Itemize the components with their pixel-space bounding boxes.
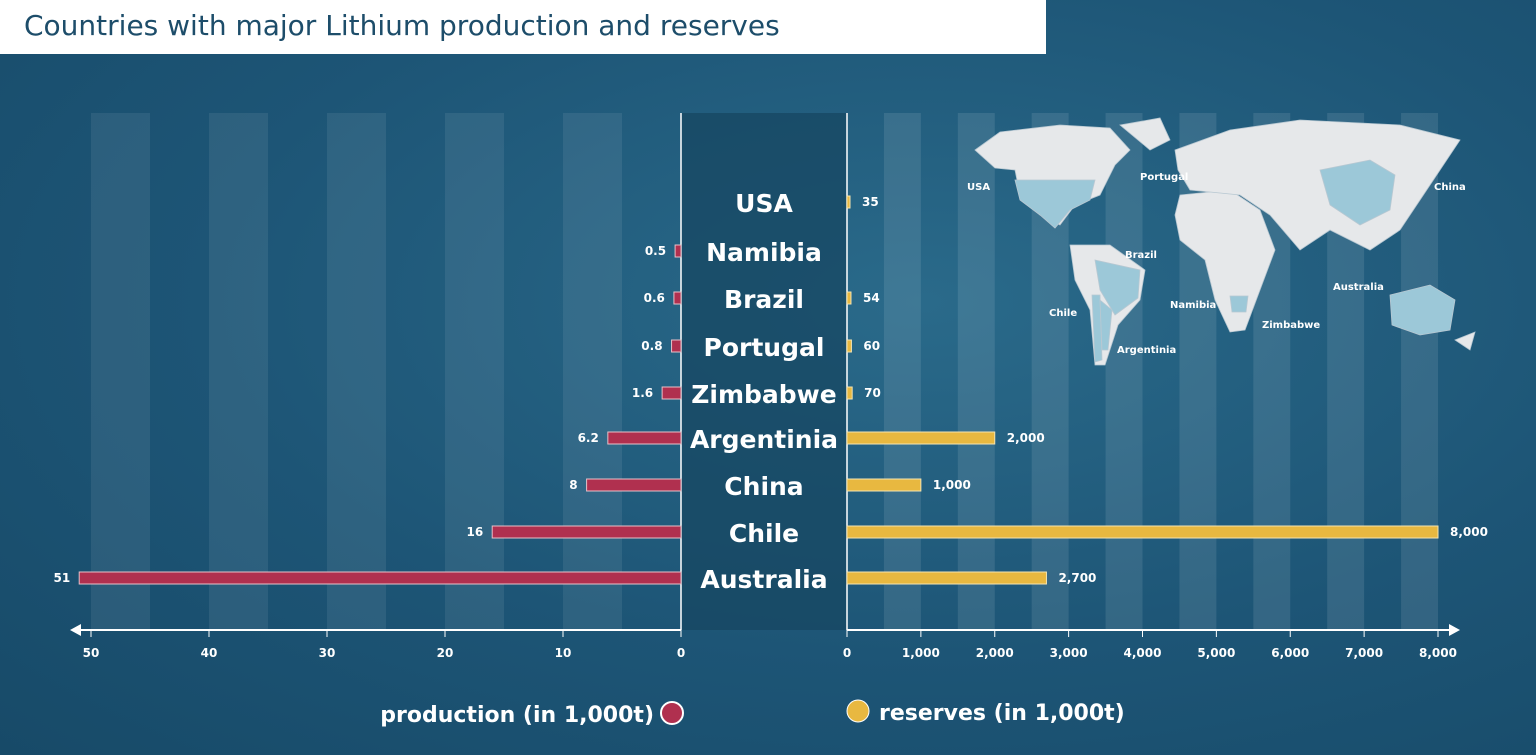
reserves-tick-label: 4,000 <box>1124 646 1162 660</box>
production-label-portugal: 0.8 <box>641 339 662 353</box>
map-label-usa: USA <box>967 182 990 193</box>
production-label-namibia: 0.5 <box>645 244 666 258</box>
map-label-chile: Chile <box>1049 308 1077 319</box>
production-tick-label: 20 <box>437 646 454 660</box>
production-tick-label: 40 <box>201 646 218 660</box>
production-tick-label: 0 <box>677 646 685 660</box>
production-label-brazil: 0.6 <box>644 291 665 305</box>
center-panel <box>681 113 847 630</box>
reserves-bar-portugal <box>846 339 852 353</box>
production-tick-label: 10 <box>555 646 572 660</box>
reserves-tick-label: 7,000 <box>1345 646 1383 660</box>
grid-stripe <box>883 113 921 630</box>
map-label-portugal: Portugal <box>1140 172 1188 183</box>
production-bar-namibia <box>674 244 682 258</box>
reserves-label-argentinia: 2,000 <box>1007 431 1045 445</box>
reserves-bar-chile <box>846 525 1439 539</box>
legend-reserves-marker <box>846 699 870 723</box>
reserves-bar-china <box>846 478 922 492</box>
reserves-tick-label: 1,000 <box>902 646 940 660</box>
map-label-china: China <box>1434 182 1466 193</box>
reserves-label-zimbabwe: 70 <box>864 386 881 400</box>
production-label-australia: 51 <box>53 571 70 585</box>
category-label-usa: USA <box>735 189 793 218</box>
category-label-australia: Australia <box>700 565 827 594</box>
reserves-label-china: 1,000 <box>933 478 971 492</box>
grid-stripe <box>957 113 995 630</box>
production-bar-zimbabwe <box>661 386 682 400</box>
reserves-bar-usa <box>846 195 851 209</box>
grid-stripe <box>1105 113 1143 630</box>
production-bar-argentinia <box>607 431 682 445</box>
category-label-zimbabwe: Zimbabwe <box>691 380 836 409</box>
category-label-chile: Chile <box>729 519 799 548</box>
map-africa <box>1174 189 1276 333</box>
map-new-zealand <box>1454 331 1476 351</box>
production-bar-chile <box>491 525 682 539</box>
grid-stripe <box>445 113 504 630</box>
map-argentina <box>1099 299 1113 351</box>
category-label-brazil: Brazil <box>724 285 804 314</box>
map-label-brazil: Brazil <box>1125 250 1157 261</box>
reserves-bar-brazil <box>846 291 852 305</box>
chart-title: Countries with major Lithium production … <box>24 9 780 42</box>
reserves-label-portugal: 60 <box>863 339 880 353</box>
production-bar-china <box>586 478 682 492</box>
legend-production-marker <box>660 701 684 725</box>
production-tick-label: 50 <box>83 646 100 660</box>
reserves-bar-zimbabwe <box>846 386 853 400</box>
map-chile <box>1091 294 1103 363</box>
category-label-namibia: Namibia <box>706 238 822 267</box>
map-china <box>1319 159 1396 226</box>
grid-stripe <box>563 113 622 630</box>
reserves-bar-australia <box>846 571 1047 585</box>
map-label-zimbabwe: Zimbabwe <box>1262 320 1320 331</box>
map-namibia-zimbabwe <box>1229 295 1249 313</box>
reserves-axis-arrow-icon <box>1449 624 1460 636</box>
map-eurasia <box>1174 119 1461 251</box>
title-box: Countries with major Lithium production … <box>0 0 1046 54</box>
map-brazil <box>1094 259 1141 316</box>
grid-stripe <box>91 113 150 630</box>
reserves-tick-label: 5,000 <box>1197 646 1235 660</box>
production-bar-brazil <box>673 291 682 305</box>
reserves-tick-label: 8,000 <box>1419 646 1457 660</box>
reserves-tick-label: 2,000 <box>976 646 1014 660</box>
category-label-china: China <box>724 472 803 501</box>
map-label-namibia: Namibia <box>1170 300 1216 311</box>
reserves-label-australia: 2,700 <box>1058 571 1096 585</box>
production-tick-label: 30 <box>319 646 336 660</box>
legend-production-label: production (in 1,000t) <box>380 703 654 728</box>
category-label-argentinia: Argentinia <box>690 425 838 454</box>
production-label-chile: 16 <box>466 525 483 539</box>
legend-reserves-label: reserves (in 1,000t) <box>879 701 1125 726</box>
reserves-label-usa: 35 <box>862 195 879 209</box>
production-label-zimbabwe: 1.6 <box>632 386 653 400</box>
reserves-tick-label: 0 <box>843 646 851 660</box>
reserves-label-chile: 8,000 <box>1450 525 1488 539</box>
production-label-china: 8 <box>569 478 577 492</box>
reserves-label-brazil: 54 <box>863 291 880 305</box>
map-usa <box>1014 179 1096 229</box>
grid-stripe <box>327 113 386 630</box>
production-label-argentinia: 6.2 <box>578 431 599 445</box>
production-bar-australia <box>78 571 682 585</box>
reserves-tick-label: 3,000 <box>1050 646 1088 660</box>
map-greenland <box>1119 117 1171 151</box>
category-label-portugal: Portugal <box>704 333 825 362</box>
production-bar-portugal <box>671 339 682 353</box>
reserves-tick-label: 6,000 <box>1271 646 1309 660</box>
grid-stripe <box>209 113 268 630</box>
map-label-argentinia: Argentinia <box>1117 345 1176 356</box>
map-label-australia: Australia <box>1333 282 1384 293</box>
map-australia <box>1389 284 1456 336</box>
production-axis-arrow-icon <box>70 624 81 636</box>
reserves-bar-argentinia <box>846 431 996 445</box>
